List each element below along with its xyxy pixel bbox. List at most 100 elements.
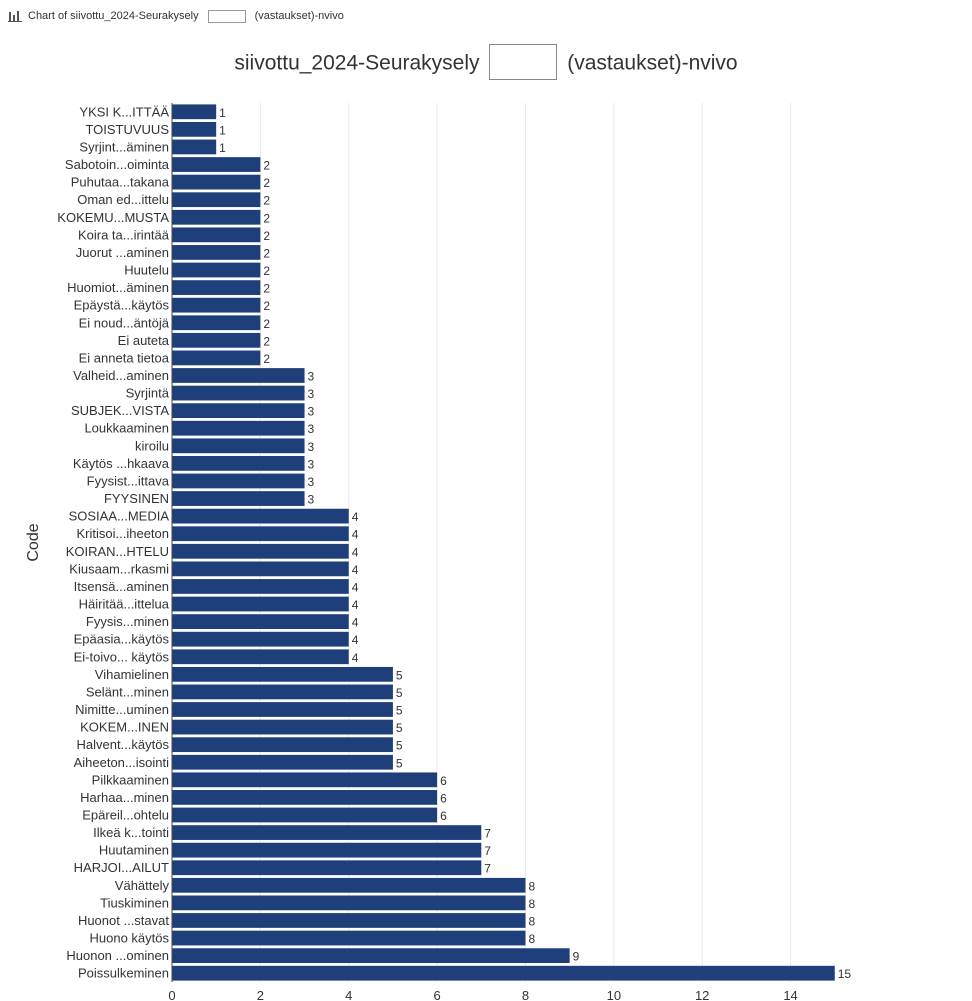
category-label: Ei noud...äntöjä: [79, 315, 170, 330]
bar: [172, 526, 349, 542]
value-label: 7: [484, 862, 491, 876]
category-label: HARJOI...AILUT: [74, 860, 169, 875]
value-label: 3: [308, 440, 315, 454]
value-label: 5: [396, 756, 403, 770]
bar: [172, 684, 393, 700]
category-label: Koira ta...irintää: [78, 227, 170, 242]
bar: [172, 174, 261, 190]
category-label: Tiuskiminen: [100, 895, 169, 910]
value-label: 2: [263, 159, 270, 173]
category-label: Kritisoi...iheeton: [77, 526, 170, 541]
category-label: Vähättely: [115, 878, 170, 893]
value-label: 6: [440, 809, 447, 823]
value-label: 2: [263, 264, 270, 278]
value-label: 2: [263, 282, 270, 296]
bar: [172, 666, 393, 682]
category-label: Sabotoin...oiminta: [65, 157, 170, 172]
x-tick-label: 8: [522, 988, 529, 1001]
category-label: Syrjint...äminen: [79, 139, 169, 154]
value-label: 3: [308, 422, 315, 436]
value-label: 2: [263, 352, 270, 366]
bar-chart-icon: [8, 11, 22, 22]
value-label: 2: [263, 229, 270, 243]
value-label: 8: [528, 914, 535, 928]
category-label: Fyysis...minen: [86, 614, 169, 629]
bar: [172, 895, 526, 911]
category-label: FYYSINEN: [104, 491, 169, 506]
value-label: 4: [352, 580, 359, 594]
value-label: 1: [219, 141, 226, 155]
bar: [172, 825, 482, 840]
category-label: kiroilu: [135, 438, 169, 453]
category-label: Aiheeton...isointi: [74, 755, 170, 770]
value-label: 3: [308, 387, 315, 401]
x-tick-label: 0: [168, 988, 175, 1001]
bar: [172, 807, 438, 823]
value-label: 6: [440, 791, 447, 805]
value-label: 2: [263, 317, 270, 331]
value-label: 4: [352, 510, 359, 524]
bar: [172, 192, 261, 208]
bar: [172, 508, 349, 524]
category-label: Huomiot...äminen: [67, 280, 169, 295]
chart-header-blank-box: [207, 9, 246, 23]
category-label: Ei-toivo... käytös: [74, 649, 170, 664]
category-label: Häiritää...ittelua: [79, 597, 170, 612]
category-label: SOSIAA...MEDIA: [69, 509, 170, 524]
bar: [172, 368, 305, 383]
category-label: Vihamielinen: [95, 667, 169, 682]
bar: [172, 719, 393, 735]
category-label: Epäasia...käytös: [74, 632, 170, 647]
category-label: KOKEM...INEN: [80, 720, 169, 735]
value-label: 3: [308, 457, 315, 471]
chart-header: Chart of siivottu_2024-Seurakysely (vast…: [8, 6, 344, 26]
value-label: 5: [396, 739, 403, 753]
bar: [172, 860, 482, 876]
category-label: YKSI K...ITTÄÄ: [79, 104, 169, 119]
value-label: 4: [352, 598, 359, 612]
category-label: Loukkaaminen: [84, 421, 169, 436]
bar: [172, 491, 305, 506]
category-label: Kiusaam...rkasmi: [69, 561, 169, 576]
bar: [172, 842, 482, 858]
bar: [172, 262, 261, 278]
bar: [172, 227, 261, 243]
category-label: Huutaminen: [99, 843, 169, 858]
chart-title: siivottu_2024-Seurakysely (vastaukset)-n…: [0, 44, 972, 82]
value-label: 4: [352, 616, 359, 630]
category-label: Epäreil...ohtelu: [82, 807, 169, 822]
x-tick-label: 10: [607, 988, 621, 1001]
category-label: Huonot ...stavat: [78, 913, 169, 928]
value-label: 9: [573, 950, 580, 964]
x-tick-label: 14: [783, 988, 797, 1001]
value-label: 5: [396, 704, 403, 718]
bar: [172, 420, 305, 436]
value-label: 4: [352, 563, 359, 577]
category-label: Käytös ...hkaava: [73, 456, 170, 471]
category-label: TOISTUVUUS: [85, 122, 169, 137]
value-label: 5: [396, 686, 403, 700]
category-label: KOIRAN...HTELU: [66, 544, 169, 559]
category-label: Huonon ...ominen: [66, 948, 169, 963]
bar: [172, 245, 261, 260]
category-label: Pilkkaaminen: [92, 772, 169, 787]
value-label: 3: [308, 475, 315, 489]
value-label: 8: [528, 897, 535, 911]
bar: [172, 631, 349, 647]
bar: [172, 790, 438, 805]
chart-title-prefix: siivottu_2024-Seurakysely: [234, 51, 480, 75]
bar: [172, 877, 526, 893]
bar: [172, 614, 349, 629]
x-tick-label: 12: [695, 988, 709, 1001]
category-label: SUBJEK...VISTA: [71, 403, 169, 418]
category-label: Selänt...minen: [86, 684, 169, 699]
chart-header-label-suffix: (vastaukset)-nvivo: [254, 10, 344, 22]
value-label: 4: [352, 545, 359, 559]
bar: [172, 702, 393, 717]
category-label: Oman ed...ittelu: [77, 192, 169, 207]
category-label: Juorut ...aminen: [76, 245, 169, 260]
bar: [172, 139, 217, 155]
value-label: 2: [263, 211, 270, 225]
bar: [172, 737, 393, 753]
